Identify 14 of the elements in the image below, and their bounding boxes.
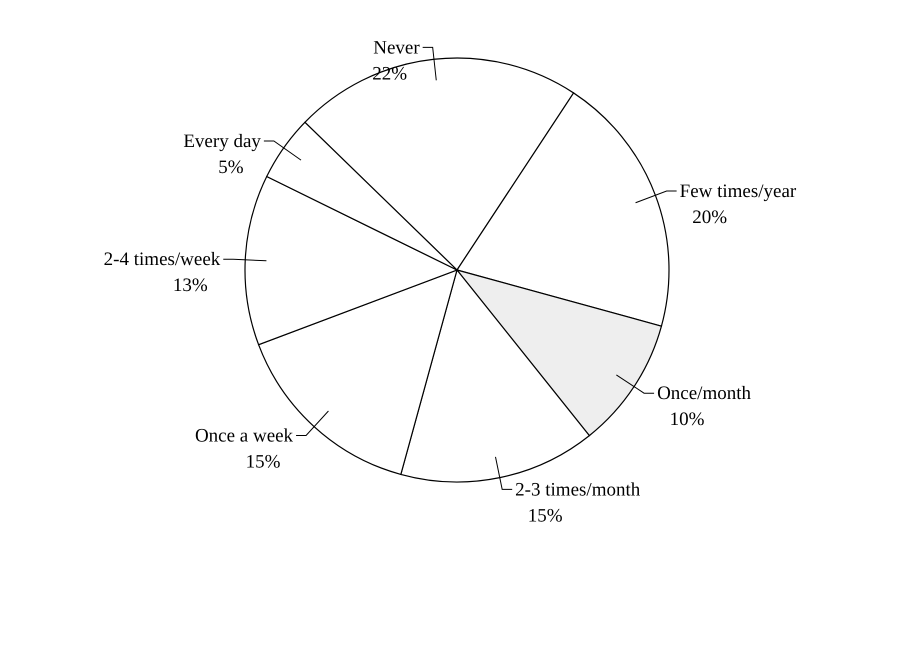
data-label: 22% <box>372 63 408 84</box>
slice-label: Once a week <box>194 426 294 447</box>
data-label: 15% <box>528 505 563 526</box>
slice-label: Once/month <box>657 383 752 404</box>
slice-label: 2-3 times/month <box>515 479 641 500</box>
data-label: 15% <box>246 452 281 473</box>
slice-label: Every day <box>183 130 262 152</box>
slice-label: Never <box>373 37 420 58</box>
data-label: 10% <box>670 409 705 430</box>
data-label: 13% <box>172 275 208 296</box>
slice-label: Few times/year <box>680 181 797 202</box>
slice-label: 2-4 times/week <box>104 249 221 270</box>
data-label: 5% <box>218 156 244 178</box>
data-label: 20% <box>692 207 728 228</box>
